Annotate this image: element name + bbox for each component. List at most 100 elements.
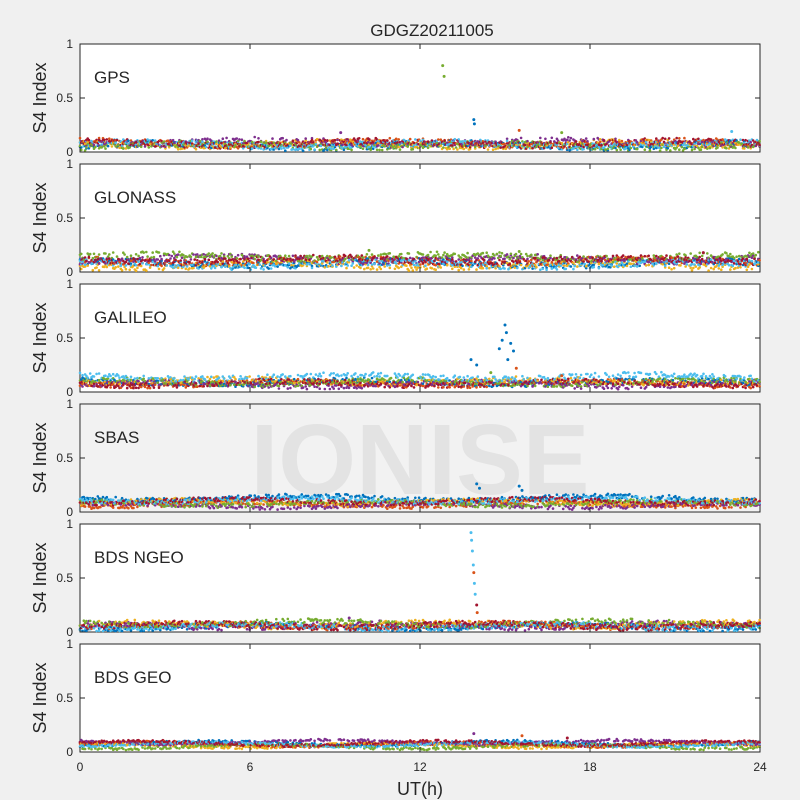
data-point: [610, 264, 613, 267]
data-point: [373, 139, 376, 142]
data-point: [621, 254, 625, 257]
data-point: [152, 255, 156, 259]
data-point: [690, 269, 694, 272]
chart-title: GDGZ20211005: [370, 21, 493, 40]
data-point: [519, 252, 523, 256]
data-point: [456, 148, 459, 151]
data-point: [530, 253, 533, 257]
data-point: [629, 265, 633, 269]
data-point: [718, 256, 722, 260]
data-point: [207, 252, 211, 255]
data-point: [243, 139, 246, 143]
data-point: [380, 148, 384, 152]
data-point: [435, 250, 439, 254]
data-point: [709, 258, 713, 261]
data-point: [248, 263, 251, 266]
data-point: [625, 264, 629, 268]
data-point: [286, 265, 290, 269]
data-point: [180, 256, 184, 260]
data-point: [253, 257, 256, 261]
data-point: [727, 263, 731, 267]
data-point: [407, 252, 411, 255]
data-point: [315, 260, 319, 264]
data-point: [412, 141, 416, 145]
data-point: [355, 264, 359, 267]
data-point: [430, 267, 434, 270]
data-point: [247, 257, 250, 261]
data-point: [411, 269, 415, 272]
data-point: [336, 138, 339, 142]
data-point: [615, 262, 619, 265]
data-point: [239, 257, 242, 261]
data-point: [611, 254, 615, 258]
data-point: [326, 254, 329, 258]
data-point: [201, 140, 204, 143]
data-point: [412, 263, 416, 267]
data-point: [586, 140, 589, 143]
data-point: [643, 254, 647, 258]
data-point: [128, 268, 131, 272]
data-point: [104, 252, 107, 255]
data-point: [287, 254, 291, 258]
data-point: [493, 254, 496, 257]
data-point: [476, 252, 480, 255]
data-point: [635, 265, 639, 268]
data-point: [734, 266, 737, 270]
data-point: [92, 375, 96, 378]
data-point: [493, 257, 496, 260]
data-point: [688, 259, 691, 263]
data-point: [310, 136, 314, 140]
data-point: [327, 265, 330, 268]
data-point: [146, 255, 149, 258]
data-point: [746, 146, 750, 149]
data-point: [259, 147, 263, 150]
data-point: [676, 255, 680, 258]
data-point: [429, 250, 432, 254]
data-point: [150, 145, 153, 148]
data-point: [485, 267, 489, 270]
data-point: [87, 255, 91, 259]
data-point: [202, 253, 205, 256]
data-point: [88, 372, 92, 375]
data-point: [329, 256, 333, 259]
data-point: [114, 266, 117, 269]
data-point: [343, 254, 347, 258]
data-point: [115, 138, 119, 142]
data-point: [400, 259, 403, 263]
data-point: [569, 136, 573, 140]
data-point: [547, 258, 551, 262]
data-point: [269, 267, 273, 270]
data-point: [151, 139, 154, 142]
data-point: [192, 253, 195, 256]
data-point: [739, 266, 742, 269]
data-point: [629, 146, 633, 150]
data-point: [383, 145, 387, 148]
data-point: [206, 137, 209, 140]
data-point: [373, 262, 376, 266]
data-point: [453, 137, 457, 141]
spike-point: [517, 128, 521, 132]
plot-area: [79, 163, 761, 273]
data-point: [669, 149, 672, 152]
data-point: [273, 264, 277, 268]
data-point: [442, 253, 445, 257]
data-point: [159, 254, 162, 258]
spike-point: [701, 251, 705, 255]
data-point: [312, 253, 315, 257]
data-point: [670, 268, 673, 271]
data-point: [683, 258, 686, 261]
data-point: [448, 147, 452, 150]
data-point: [536, 253, 539, 256]
data-point: [644, 264, 648, 267]
data-point: [424, 264, 427, 268]
data-point: [544, 137, 547, 141]
data-point: [176, 148, 180, 151]
data-point: [452, 147, 455, 151]
data-point: [271, 137, 274, 140]
data-point: [462, 147, 466, 151]
data-point: [298, 141, 301, 144]
data-point: [139, 145, 143, 149]
data-point: [754, 253, 758, 257]
data-point: [612, 257, 616, 260]
data-point: [405, 264, 408, 268]
